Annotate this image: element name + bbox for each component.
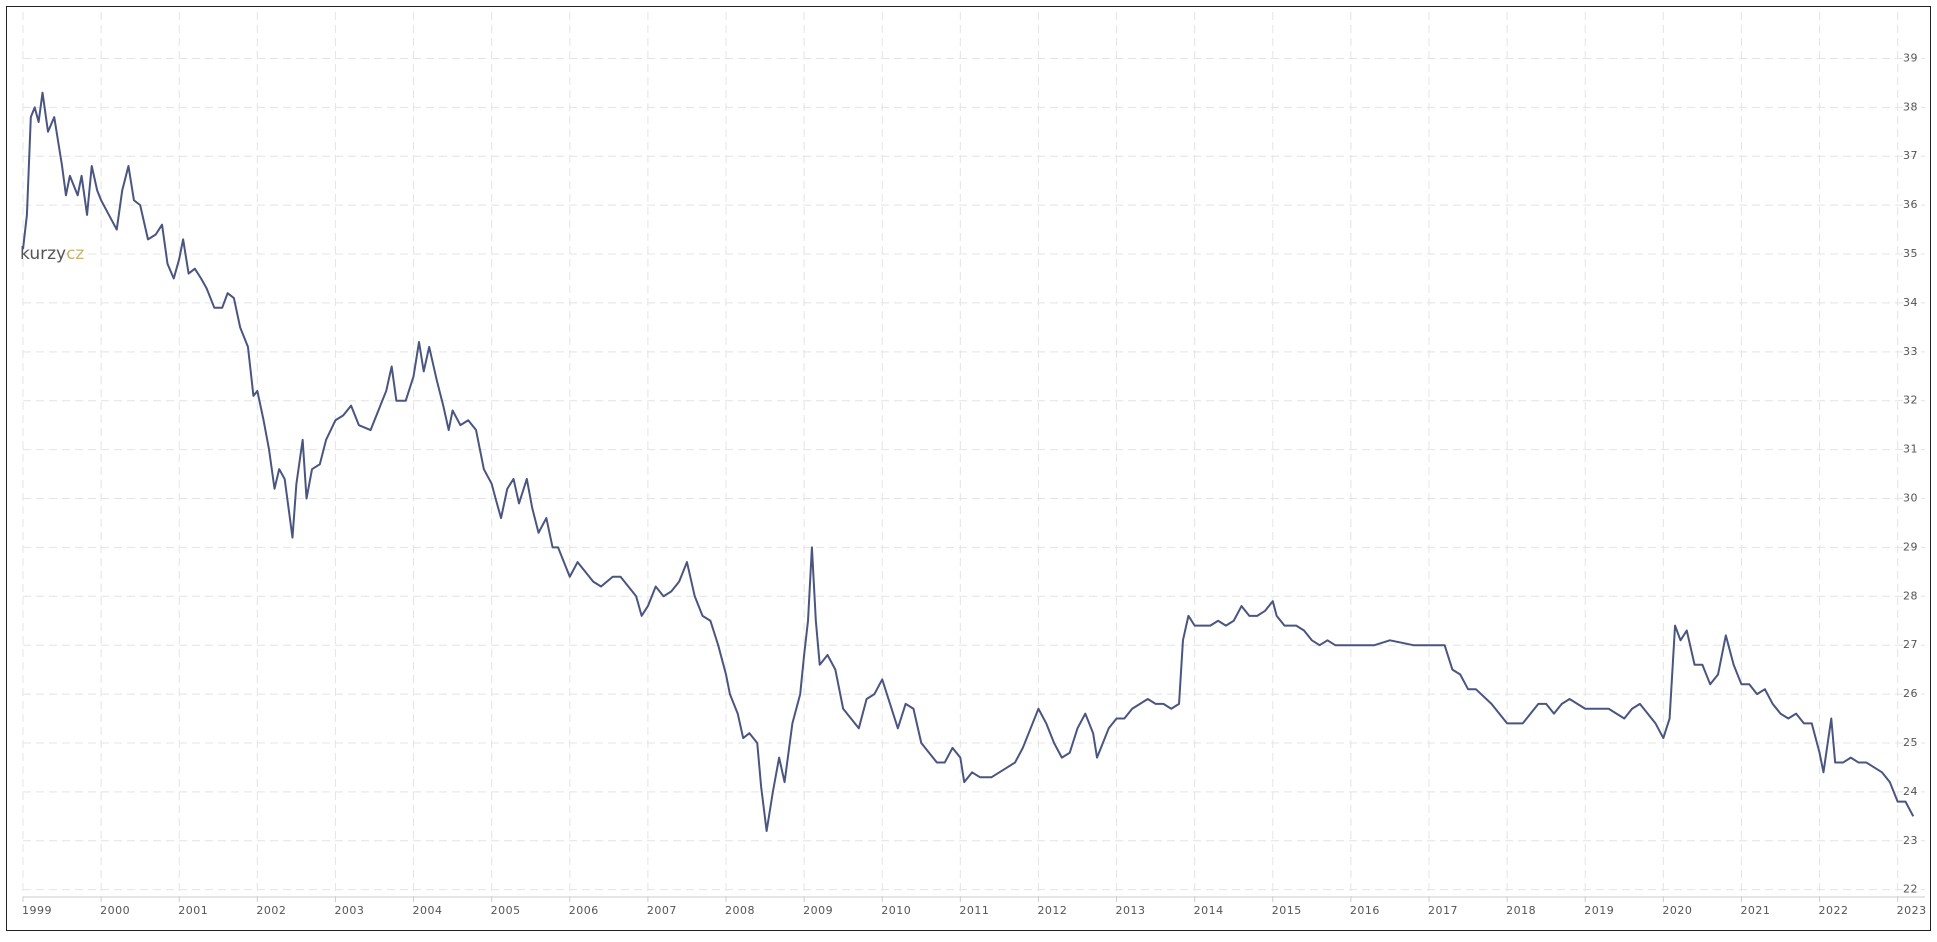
x-tick-label: 2011 <box>959 904 989 917</box>
y-tick-label: 33 <box>1903 345 1918 358</box>
y-tick-label: 38 <box>1903 100 1918 113</box>
y-tick-label: 35 <box>1903 247 1918 260</box>
y-tick-label: 30 <box>1903 492 1918 505</box>
grid <box>22 12 1925 897</box>
y-tick-label: 28 <box>1903 589 1918 602</box>
y-tick-label: 26 <box>1903 687 1918 700</box>
y-tick-label: 32 <box>1903 394 1918 407</box>
x-tick-label: 2005 <box>491 904 521 917</box>
x-tick-label: 2018 <box>1506 904 1536 917</box>
watermark-accent: cz <box>66 244 84 264</box>
x-tick-label: 2014 <box>1194 904 1224 917</box>
x-tick-label: 2008 <box>725 904 755 917</box>
y-tick-label: 36 <box>1903 198 1918 211</box>
y-tick-label: 39 <box>1903 51 1918 64</box>
x-tick-label: 2016 <box>1350 904 1380 917</box>
x-tick-label: 2023 <box>1897 904 1927 917</box>
x-tick-label: 2015 <box>1272 904 1302 917</box>
y-tick-label: 24 <box>1903 785 1918 798</box>
x-tick-label: 2013 <box>1116 904 1146 917</box>
y-tick-label: 37 <box>1903 149 1918 162</box>
x-tick-label: 2022 <box>1819 904 1849 917</box>
watermark: kurzycz <box>20 244 84 264</box>
y-tick-label: 34 <box>1903 296 1918 309</box>
x-tick-label: 2000 <box>100 904 130 917</box>
x-tick-label: 2021 <box>1740 904 1770 917</box>
y-tick-label: 25 <box>1903 736 1918 749</box>
x-tick-label: 2009 <box>803 904 833 917</box>
y-tick-label: 23 <box>1903 834 1918 847</box>
x-tick-label: 2017 <box>1428 904 1458 917</box>
x-tick-label: 2012 <box>1037 904 1067 917</box>
y-tick-label: 31 <box>1903 443 1918 456</box>
x-tick-label: 2004 <box>413 904 443 917</box>
x-tick-label: 2006 <box>569 904 599 917</box>
watermark-main: kurzy <box>20 244 66 264</box>
x-tick-label: 2002 <box>256 904 286 917</box>
y-tick-label: 29 <box>1903 540 1918 553</box>
line-series <box>22 91 1915 832</box>
x-tick-label: 2007 <box>647 904 677 917</box>
x-tick-label: 2003 <box>334 904 364 917</box>
x-tick-label: 2019 <box>1584 904 1614 917</box>
x-tick-label: 1999 <box>22 904 52 917</box>
y-tick-label: 27 <box>1903 638 1918 651</box>
y-tick-label: 22 <box>1903 883 1918 896</box>
x-tick-label: 2001 <box>178 904 208 917</box>
x-tick-label: 2020 <box>1662 904 1692 917</box>
x-tick-label: 2010 <box>881 904 911 917</box>
